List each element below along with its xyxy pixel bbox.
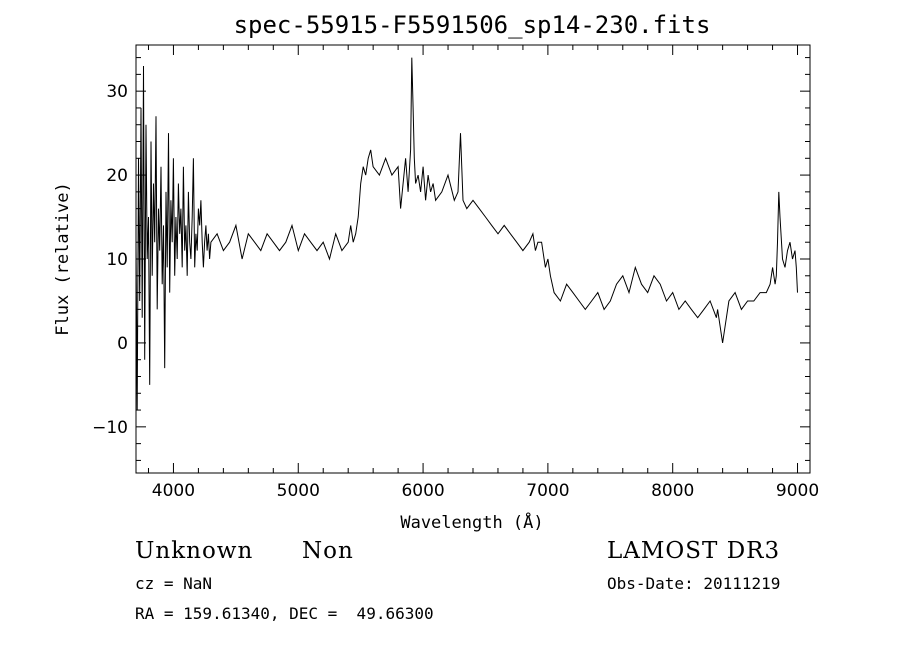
y-tick-label: 20	[106, 166, 128, 186]
y-axis-label: Flux (relative)	[53, 182, 73, 336]
survey-label: LAMOST DR3	[607, 538, 781, 564]
x-tick-label: 9000	[776, 481, 819, 501]
redshift-text: cz = NaN	[135, 574, 213, 593]
obs-date-text: Obs-Date: 20111219	[607, 574, 781, 593]
y-tick-label: 30	[106, 82, 128, 102]
x-tick-label: 6000	[401, 481, 444, 501]
x-axis-label: Wavelength (Å)	[400, 511, 543, 533]
y-tick-label: −10	[92, 418, 128, 438]
y-tick-label: 10	[106, 250, 128, 270]
object-class: Unknown	[135, 538, 254, 564]
plot-frame	[135, 44, 811, 474]
coordinates-text: RA = 159.61340, DEC = 49.66300	[135, 604, 434, 623]
y-tick-label: 0	[117, 334, 128, 354]
object-subclass: Non	[302, 538, 354, 564]
y-axis: −10 0 10 20 30	[92, 57, 810, 461]
spectrum-line	[135, 57, 798, 411]
x-tick-label: 7000	[526, 481, 569, 501]
x-tick-label: 4000	[152, 481, 195, 501]
x-axis: 4000 5000 6000 7000 8000 9000	[147, 45, 819, 501]
chart-title: spec-55915-F5591506_sp14-230.fits	[234, 11, 711, 39]
x-tick-label: 8000	[651, 481, 694, 501]
x-tick-label: 5000	[277, 481, 320, 501]
